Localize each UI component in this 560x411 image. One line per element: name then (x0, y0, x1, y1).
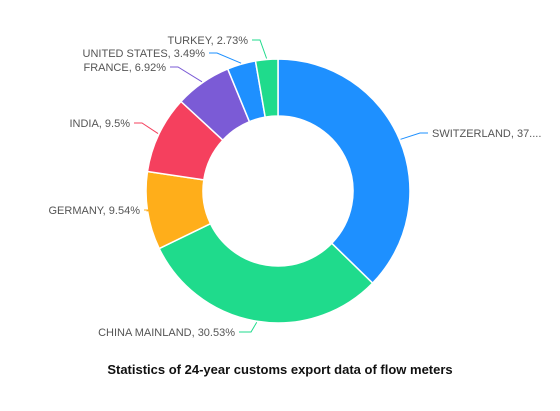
slice-turkey[interactable] (254, 58, 279, 118)
slice-label: FRANCE, 6.92% (83, 62, 166, 74)
slice-label: CHINA MAINLAND, 30.53% (98, 327, 235, 339)
slice-china-mainland[interactable] (158, 222, 374, 324)
leader-line (144, 209, 153, 212)
leader-line (400, 132, 428, 140)
leader-line (252, 39, 268, 59)
leader-line (134, 122, 159, 134)
leader-line-group (134, 39, 428, 333)
slice-label: TURKEY, 2.73% (167, 35, 248, 47)
leader-line (209, 52, 242, 64)
slice-group (145, 58, 411, 324)
slice-switzerland[interactable] (277, 58, 411, 285)
slice-label: SWITZERLAND, 37.... (432, 128, 541, 140)
slice-label: GERMANY, 9.54% (48, 205, 140, 217)
leader-line (170, 66, 203, 83)
chart-title: Statistics of 24-year customs export dat… (107, 362, 453, 377)
slice-label-group: SWITZERLAND, 37.... CHINA MAINLAND, 30.53… (48, 35, 541, 339)
slice-label: INDIA, 9.5% (69, 118, 130, 130)
slice-label: UNITED STATES, 3.49% (83, 48, 206, 60)
leader-line (239, 322, 258, 333)
